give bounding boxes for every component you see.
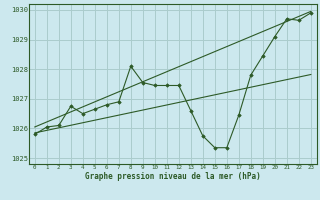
X-axis label: Graphe pression niveau de la mer (hPa): Graphe pression niveau de la mer (hPa) xyxy=(85,172,261,181)
